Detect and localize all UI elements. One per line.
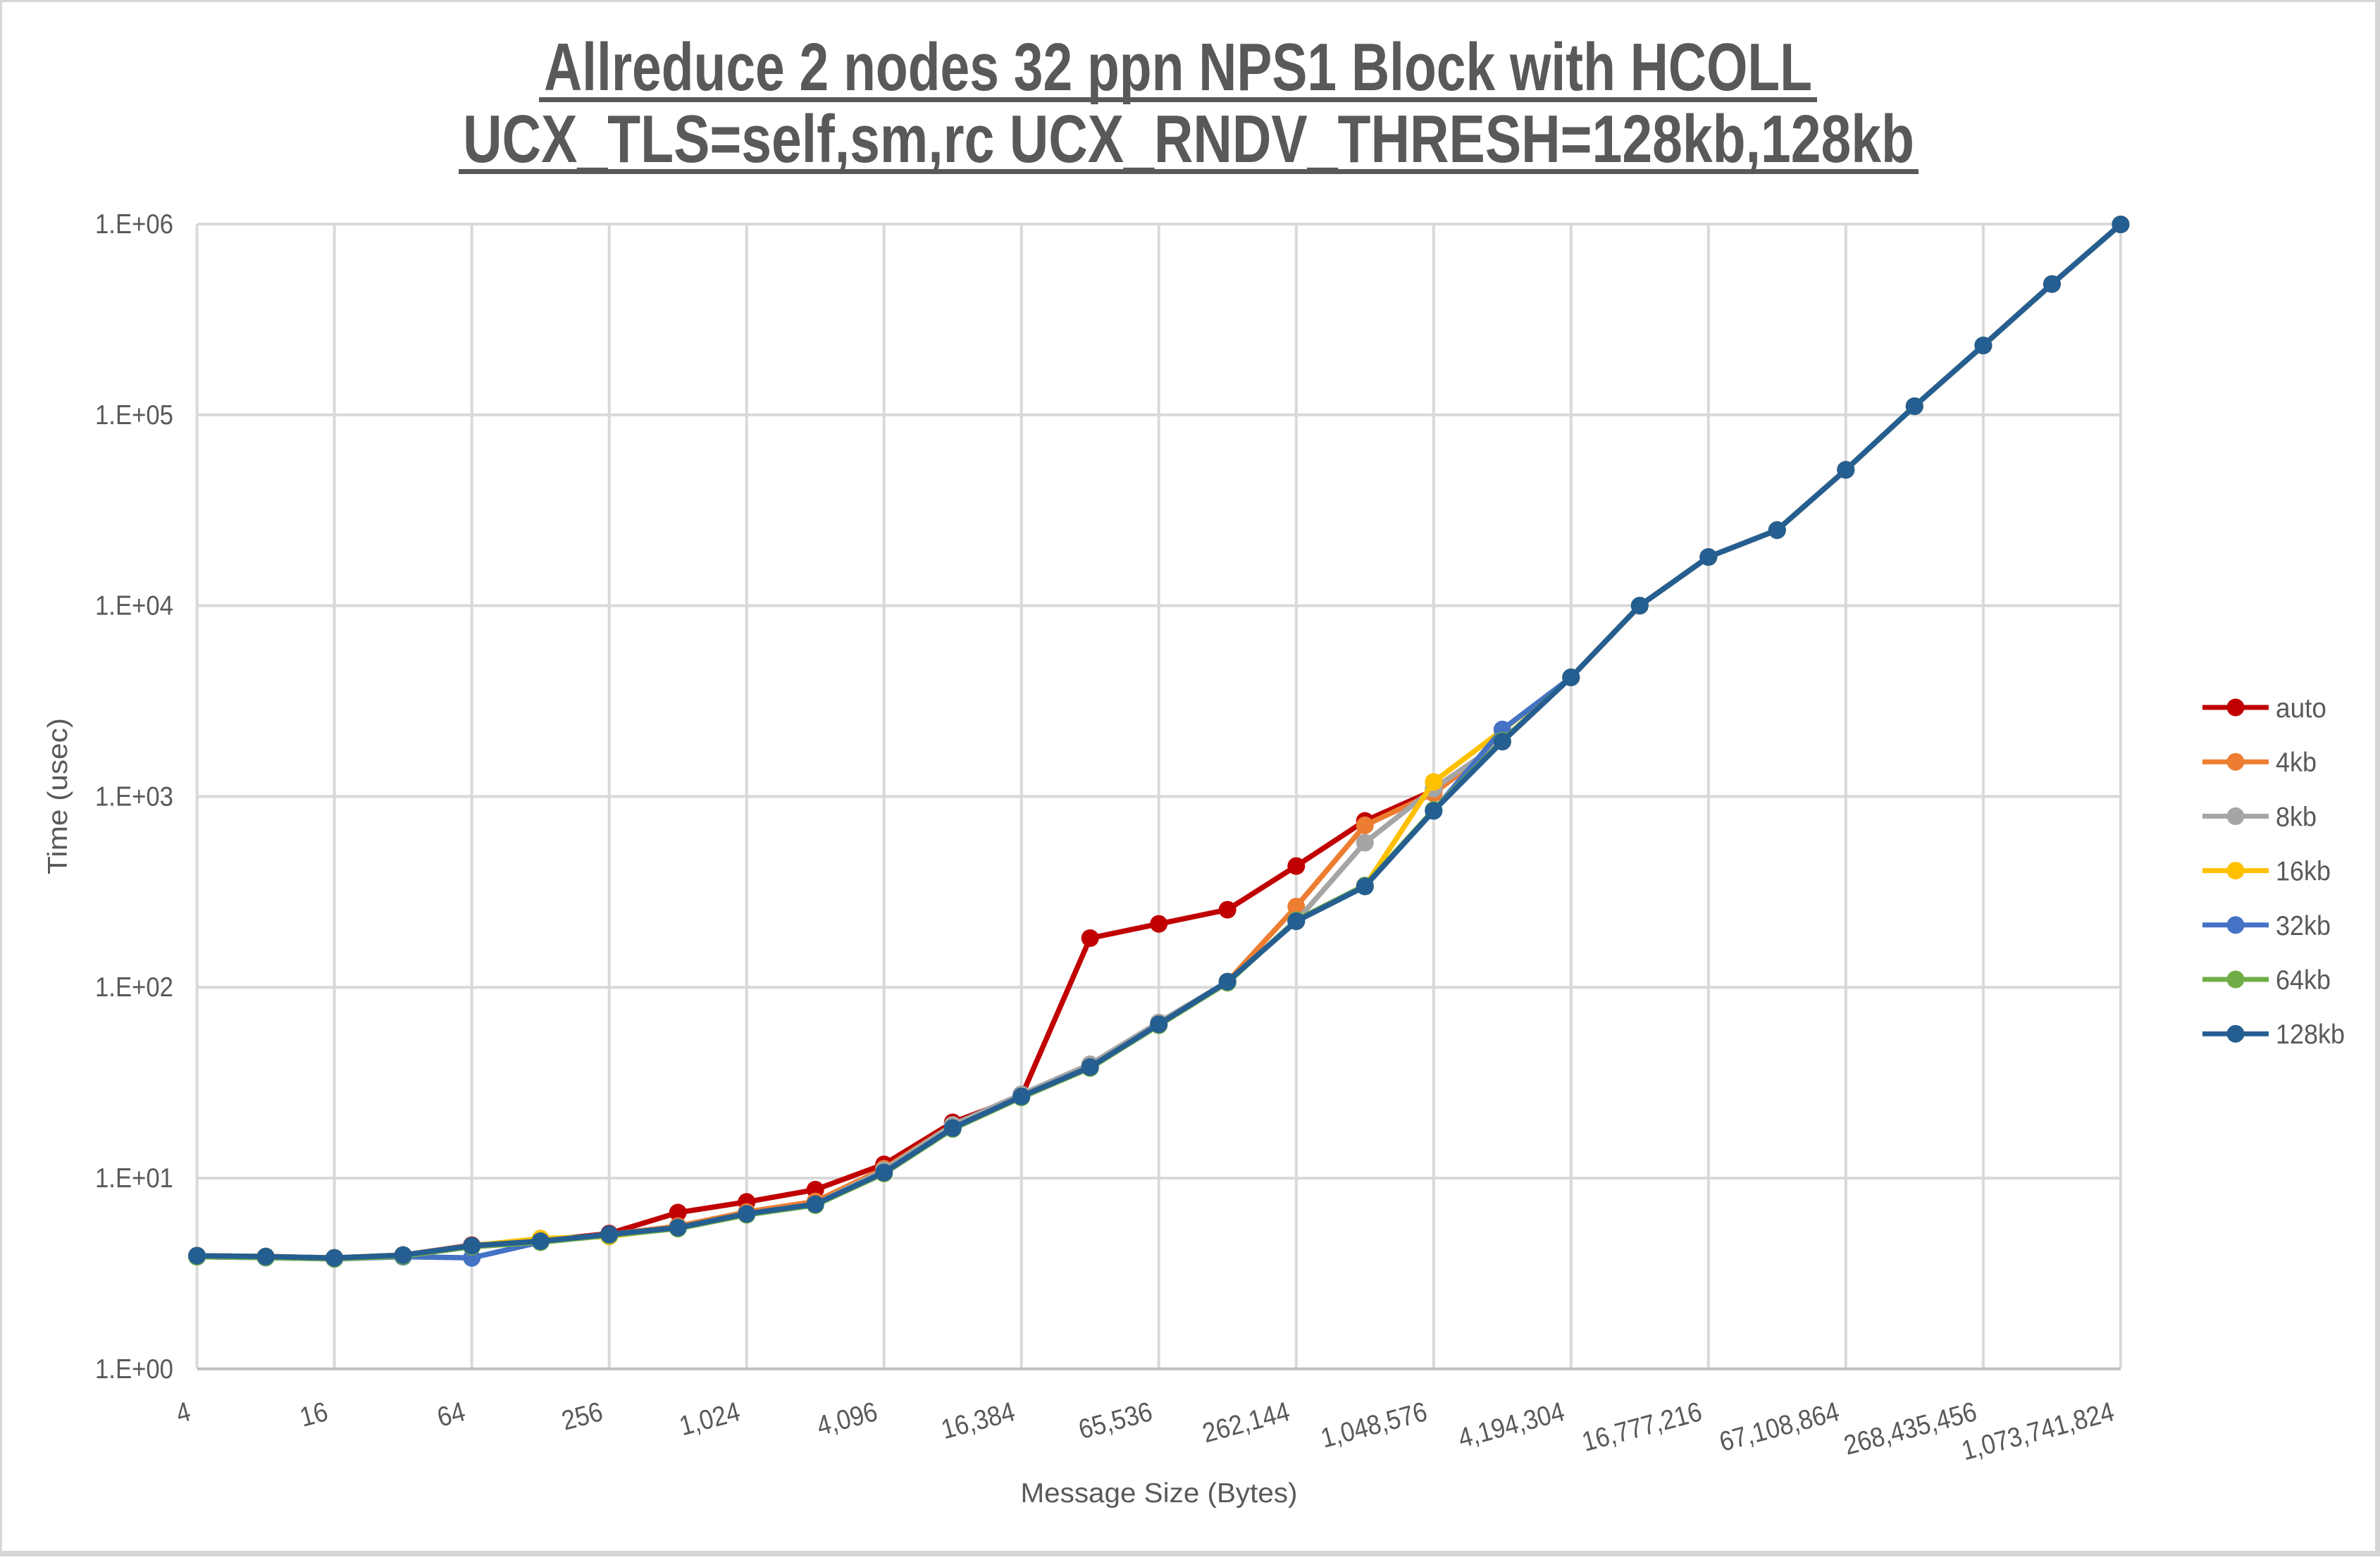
- svg-text:1.E+05: 1.E+05: [95, 400, 173, 431]
- svg-text:1.E+02: 1.E+02: [95, 972, 173, 1003]
- svg-text:32kb: 32kb: [2276, 911, 2331, 941]
- svg-text:1.E+03: 1.E+03: [95, 781, 173, 812]
- svg-text:UCX_TLS=self,sm,rc UCX_RNDV_TH: UCX_TLS=self,sm,rc UCX_RNDV_THRESH=128kb…: [463, 101, 1914, 177]
- svg-text:Allreduce 2 nodes 32 ppn NPS1: Allreduce 2 nodes 32 ppn NPS1 Block with…: [544, 30, 1812, 105]
- svg-text:16kb: 16kb: [2276, 857, 2331, 887]
- svg-text:128kb: 128kb: [2276, 1020, 2345, 1050]
- svg-text:Message Size (Bytes): Message Size (Bytes): [1021, 1478, 1298, 1509]
- svg-text:1.E+06: 1.E+06: [95, 209, 173, 240]
- svg-text:1.E+00: 1.E+00: [95, 1354, 173, 1385]
- svg-text:4kb: 4kb: [2276, 748, 2317, 778]
- svg-text:64kb: 64kb: [2276, 965, 2331, 996]
- svg-text:1.E+01: 1.E+01: [95, 1163, 173, 1194]
- svg-text:auto: auto: [2276, 693, 2326, 724]
- svg-text:8kb: 8kb: [2276, 802, 2317, 832]
- svg-text:Time (usec): Time (usec): [43, 718, 73, 874]
- svg-text:1.E+04: 1.E+04: [95, 591, 173, 621]
